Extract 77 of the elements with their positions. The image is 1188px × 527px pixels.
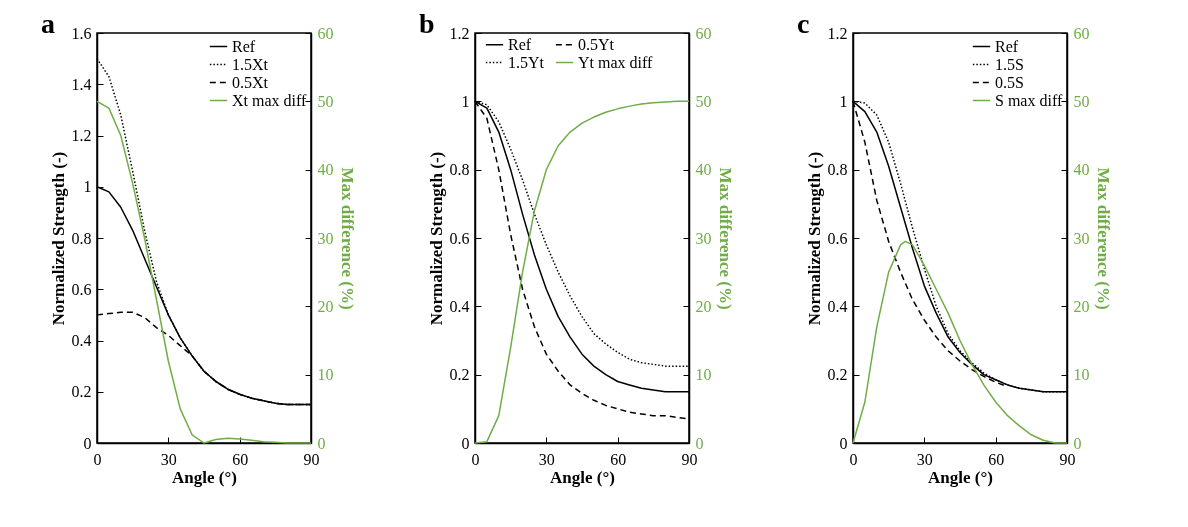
x-tick-label: 60	[610, 450, 627, 468]
y2-tick-label: 0	[1073, 434, 1082, 452]
y-tick-label: 0.8	[71, 229, 92, 247]
y2-axis-title: Max difference (%)	[337, 167, 357, 310]
legend-label: 0.5S	[995, 73, 1024, 91]
y2-tick-label: 30	[1073, 229, 1090, 247]
y2-tick-label: 20	[1073, 297, 1090, 315]
y2-tick-label: 0	[317, 434, 326, 452]
y2-tick-label: 60	[1073, 24, 1090, 42]
y-tick-label: 0.4	[71, 332, 92, 349]
y-tick-label: 0.2	[449, 366, 470, 384]
y-tick-label: 0	[839, 434, 848, 452]
y2-tick-label: 10	[1073, 366, 1090, 384]
chart-title: b	[419, 8, 435, 39]
x-tick-label: 90	[681, 450, 698, 468]
y2-tick-label: 60	[695, 24, 712, 42]
legend-label: Xt max diff	[232, 91, 308, 109]
y2-tick-label: 10	[695, 366, 712, 384]
legend-label: Yt max diff	[578, 53, 654, 71]
chart-title: c	[797, 8, 810, 39]
y2-axis-title: Max difference (%)	[715, 167, 735, 310]
y2-tick-label: 60	[317, 24, 334, 42]
y-tick-label: 1.4	[71, 75, 92, 93]
y-tick-label: 1	[461, 92, 470, 110]
y-tick-label: 0.4	[827, 297, 848, 315]
y2-tick-label: 30	[695, 229, 712, 247]
y-tick-label: 1.6	[71, 24, 92, 42]
y-tick-label: 0.8	[449, 161, 470, 179]
y-tick-label: 0.4	[449, 297, 470, 315]
y-axis-title: Normalized Strength (-)	[426, 151, 446, 326]
legend-label: 0.5Xt	[232, 73, 269, 91]
y2-tick-label: 0	[695, 434, 704, 452]
y-tick-label: 0	[461, 434, 470, 452]
y-tick-label: 1.2	[449, 24, 470, 42]
y2-tick-label: 40	[317, 161, 334, 179]
x-tick-label: 60	[232, 450, 249, 468]
legend-label: Ref	[508, 35, 532, 53]
y-tick-label: 0.2	[827, 366, 848, 384]
x-tick-label: 30	[916, 450, 933, 468]
x-tick-label: 30	[538, 450, 555, 468]
legend-label: 1.5Xt	[232, 55, 269, 73]
y2-tick-label: 40	[1073, 161, 1090, 179]
y-tick-label: 0.2	[71, 383, 92, 401]
x-tick-label: 90	[303, 450, 320, 468]
y-tick-label: 0.6	[449, 229, 470, 247]
y-tick-label: 0.6	[71, 280, 92, 298]
y2-tick-label: 50	[1073, 92, 1090, 110]
legend-label: S max diff	[995, 91, 1063, 109]
y2-tick-label: 10	[317, 366, 334, 384]
legend-label: Ref	[995, 37, 1019, 55]
y-tick-label: 1	[83, 178, 92, 196]
y-tick-label: 1.2	[71, 127, 92, 144]
x-axis-title: Angle (°)	[928, 467, 993, 487]
chart-title: a	[41, 8, 55, 39]
x-axis-title: Angle (°)	[172, 467, 237, 487]
legend-label: 1.5S	[995, 55, 1024, 73]
legend-label: 0.5Yt	[578, 35, 615, 53]
x-tick-label: 90	[1059, 450, 1076, 468]
y-axis-title: Normalized Strength (-)	[48, 151, 68, 326]
y2-tick-label: 40	[695, 161, 712, 179]
y-tick-label: 1	[839, 92, 848, 110]
x-axis-title: Angle (°)	[550, 467, 615, 487]
y-tick-label: 0.8	[827, 161, 848, 179]
x-tick-label: 30	[160, 450, 177, 468]
y2-tick-label: 30	[317, 229, 334, 247]
y2-tick-label: 20	[317, 297, 334, 315]
y-tick-label: 0	[83, 434, 92, 452]
y2-axis-title: Max difference (%)	[1093, 167, 1113, 310]
y-axis-title: Normalized Strength (-)	[804, 151, 824, 326]
y-tick-label: 1.2	[827, 24, 848, 42]
y2-tick-label: 50	[695, 92, 712, 110]
x-tick-label: 60	[988, 450, 1005, 468]
y2-tick-label: 50	[317, 92, 334, 110]
y2-tick-label: 20	[695, 297, 712, 315]
legend-label: Ref	[232, 37, 256, 55]
legend-label: 1.5Yt	[508, 53, 545, 71]
y-tick-label: 0.6	[827, 229, 848, 247]
